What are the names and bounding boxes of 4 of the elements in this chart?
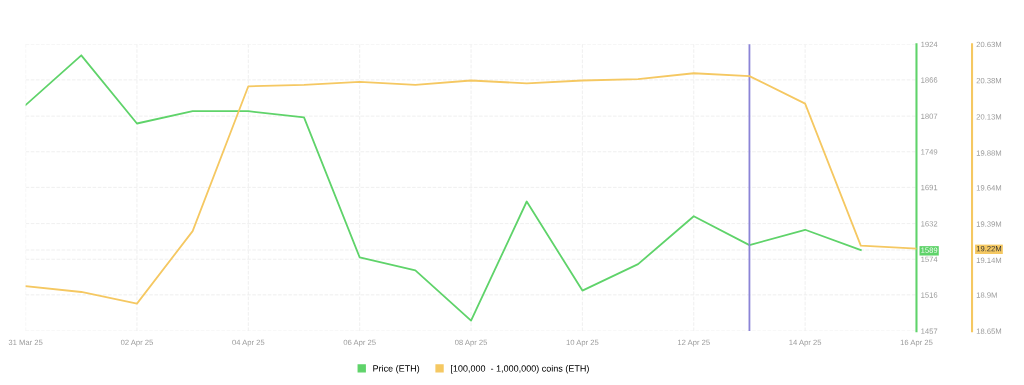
legend-label: Price (ETH) xyxy=(373,365,420,374)
line-series xyxy=(25,72,917,305)
legend-label: [100,000 - 1,000,000) coins (ETH) xyxy=(451,365,589,374)
line-series xyxy=(25,54,862,322)
